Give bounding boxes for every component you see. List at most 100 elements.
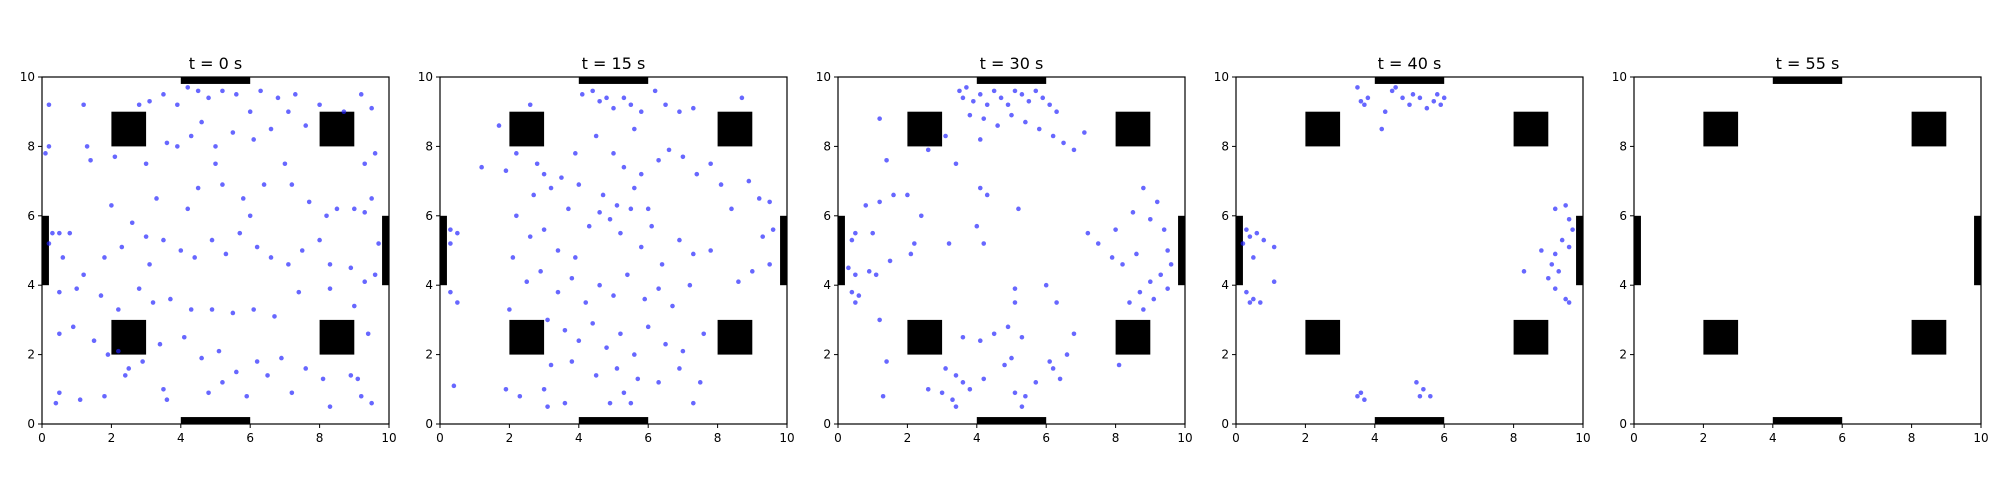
- agent-point: [81, 102, 86, 108]
- agent-point: [1054, 109, 1059, 114]
- panel-title: t = 0 s: [189, 54, 242, 73]
- agent-point: [188, 307, 194, 312]
- agent-point: [905, 192, 910, 198]
- agent-point: [320, 376, 326, 382]
- agent-point: [244, 393, 250, 399]
- agent-point: [192, 255, 197, 260]
- agent-point: [1271, 244, 1277, 250]
- agent-point: [1120, 262, 1125, 267]
- agent-point: [677, 366, 682, 371]
- y-tick-label: 4: [1221, 278, 1229, 292]
- agent-point: [1082, 130, 1087, 135]
- agent-point: [604, 345, 609, 350]
- agent-point: [1254, 230, 1260, 236]
- agent-point: [109, 203, 114, 208]
- agent-point: [953, 161, 959, 167]
- agent-point: [57, 289, 62, 295]
- agent-point: [849, 289, 855, 295]
- agent-point: [209, 237, 215, 243]
- agent-point: [46, 241, 52, 246]
- agent-point: [365, 331, 371, 337]
- agent-point: [1151, 296, 1157, 302]
- x-tick-label: 4: [1371, 431, 1379, 445]
- obstacle-block: [1911, 319, 1947, 355]
- y-tick-label: 0: [1619, 417, 1627, 431]
- agent-point: [541, 227, 547, 232]
- agent-point: [237, 230, 243, 236]
- agent-point: [971, 98, 976, 104]
- agent-point: [1552, 206, 1558, 212]
- agent-point: [694, 171, 700, 177]
- agent-point: [981, 241, 987, 246]
- agent-point: [448, 241, 453, 246]
- agent-point: [687, 282, 693, 288]
- agent-point: [884, 359, 889, 364]
- agent-point: [586, 223, 592, 229]
- agent-point: [1566, 244, 1572, 250]
- agent-point: [496, 123, 502, 128]
- agent-point: [81, 272, 86, 278]
- agent-point: [870, 230, 875, 236]
- agent-point: [946, 241, 952, 246]
- agent-point: [70, 324, 76, 330]
- agent-point: [638, 244, 644, 250]
- agent-point: [1257, 300, 1263, 305]
- obstacle-block: [509, 111, 545, 147]
- agent-point: [957, 88, 962, 94]
- x-tick-label: 2: [1700, 431, 1708, 445]
- agent-point: [1407, 102, 1412, 108]
- agent-point: [1071, 331, 1077, 337]
- agent-point: [1116, 362, 1122, 368]
- agent-point: [348, 265, 354, 271]
- agent-point: [1358, 98, 1364, 104]
- y-tick-label: 6: [1619, 209, 1627, 223]
- agent-point: [348, 373, 354, 378]
- exit-bar: [1772, 417, 1843, 424]
- agent-point: [1036, 126, 1042, 132]
- agent-point: [234, 92, 239, 97]
- agent-point: [286, 109, 291, 114]
- agent-point: [573, 151, 578, 156]
- y-tick-label: 8: [425, 139, 433, 153]
- agent-point: [670, 303, 675, 309]
- exit-bar: [780, 215, 787, 286]
- agent-point: [981, 116, 987, 121]
- exit-bar: [1634, 215, 1641, 286]
- x-tick-label: 8: [714, 431, 722, 445]
- y-tick-label: 10: [816, 70, 831, 84]
- agent-point: [960, 334, 966, 340]
- agent-point: [545, 317, 550, 323]
- agent-point: [967, 112, 973, 118]
- agent-point: [691, 105, 696, 111]
- agent-point: [362, 161, 368, 167]
- x-tick-label: 8: [316, 431, 324, 445]
- agent-point: [1141, 307, 1146, 312]
- x-tick-label: 0: [1630, 431, 1638, 445]
- agent-point: [541, 387, 547, 392]
- agent-point: [1566, 300, 1572, 305]
- agent-point: [873, 272, 879, 278]
- agent-point: [1365, 95, 1371, 101]
- agent-point: [628, 102, 634, 108]
- agent-point: [220, 88, 225, 94]
- agent-point: [352, 206, 357, 212]
- agent-point: [964, 85, 969, 90]
- agent-point: [1168, 262, 1174, 267]
- agent-point: [216, 348, 222, 354]
- y-tick-label: 2: [1619, 348, 1627, 362]
- agent-point: [369, 400, 374, 406]
- x-tick-label: 4: [973, 431, 981, 445]
- agent-point: [1438, 102, 1444, 108]
- y-tick-label: 4: [27, 278, 35, 292]
- agent-point: [877, 317, 882, 323]
- y-tick-label: 4: [823, 278, 831, 292]
- exit-bar: [1236, 215, 1243, 286]
- agent-point: [1400, 95, 1405, 101]
- agent-point: [88, 157, 93, 163]
- agent-point: [362, 279, 368, 285]
- agent-point: [559, 175, 564, 180]
- obstacle-block: [1513, 111, 1549, 147]
- agent-point: [1393, 85, 1398, 90]
- agent-point: [1019, 404, 1025, 409]
- agent-point: [607, 216, 613, 222]
